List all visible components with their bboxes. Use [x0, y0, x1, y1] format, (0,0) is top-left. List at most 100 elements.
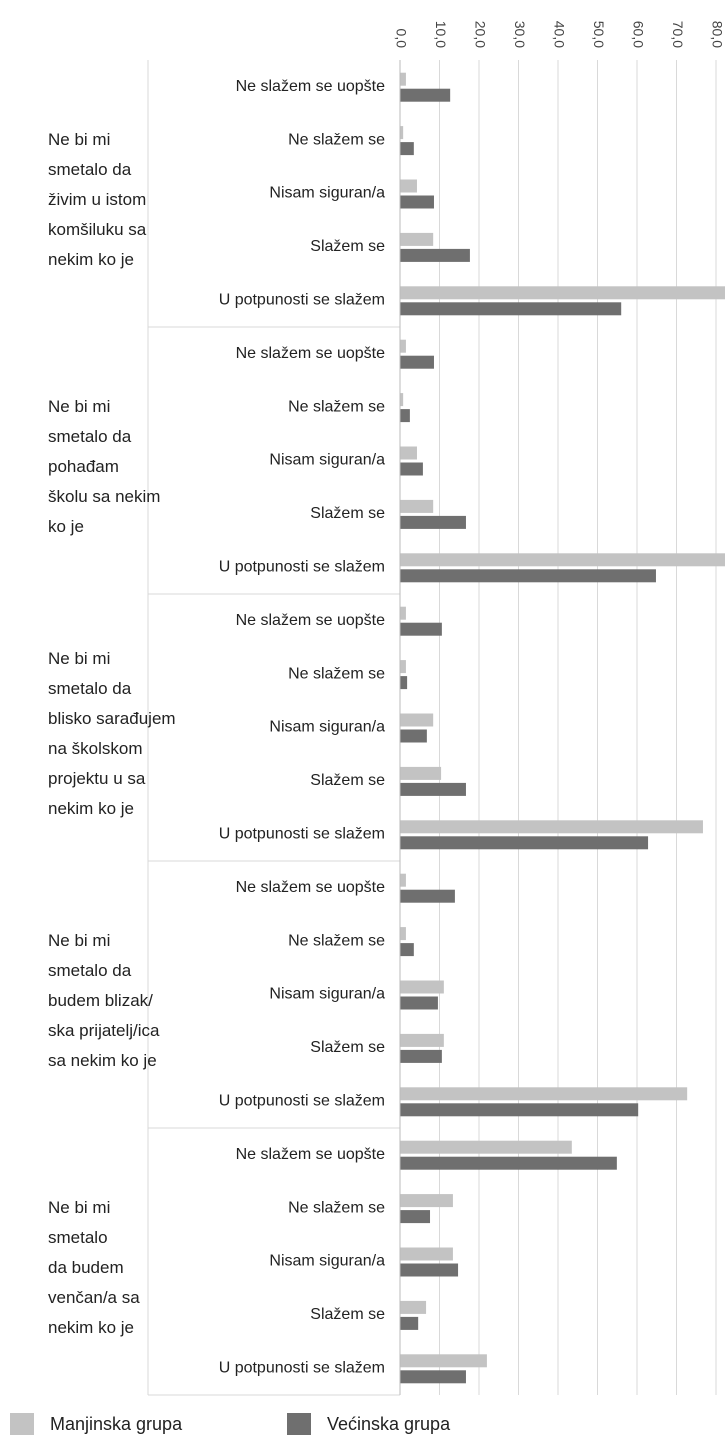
category-label: Slažem se [310, 505, 385, 522]
bar [400, 232, 434, 246]
legend-label: Većinska grupa [327, 1414, 451, 1434]
category-label: Nisam siguran/a [269, 719, 385, 736]
category-label: Nisam siguran/a [269, 185, 385, 202]
bar [400, 980, 444, 994]
x-tick-label: 0,0 [393, 29, 409, 49]
group-label: živim u istom [48, 190, 146, 209]
x-tick-label: 30,0 [512, 21, 528, 48]
category-label: Nisam siguran/a [269, 1253, 385, 1270]
bar [400, 606, 406, 620]
bar [400, 1140, 572, 1154]
group-label: nekim ko je [48, 799, 134, 818]
bar [400, 996, 438, 1010]
group-label: smetalo da [48, 160, 132, 179]
category-label: U potpunosti se slažem [219, 559, 385, 576]
group-label: ska prijatelj/ica [48, 1021, 160, 1040]
group-label: ko je [48, 517, 84, 536]
group-label: komšiluku sa [48, 220, 147, 239]
bar [400, 729, 427, 743]
bar [400, 499, 434, 513]
bar [400, 1263, 459, 1277]
legend-swatch [10, 1413, 34, 1435]
bar [400, 286, 725, 300]
bar [400, 889, 455, 903]
group-label: na školskom [48, 739, 142, 758]
bar [400, 126, 404, 140]
bar [400, 88, 451, 102]
group-label: sa nekim ko je [48, 1051, 157, 1070]
group-label: Ne bi mi [48, 931, 110, 950]
bar [400, 142, 414, 156]
group-label: školu sa nekim [48, 487, 160, 506]
group-label: smetalo da [48, 427, 132, 446]
bar [400, 820, 703, 834]
category-label: Ne slažem se uopšte [236, 879, 386, 896]
bar [400, 446, 417, 460]
category-label: Slažem se [310, 1306, 385, 1323]
bar [400, 836, 649, 850]
bar [400, 927, 406, 941]
bar [400, 409, 410, 423]
group-label: smetalo [48, 1228, 108, 1247]
group-label: da budem [48, 1258, 124, 1277]
bar [400, 72, 406, 86]
bar [400, 1300, 427, 1314]
category-label: Ne slažem se uopšte [236, 1146, 386, 1163]
bar [400, 943, 414, 957]
bar [400, 622, 442, 636]
group-label: nekim ko je [48, 1318, 134, 1337]
bar [400, 1247, 453, 1261]
bar [400, 766, 442, 780]
bar [400, 1033, 444, 1047]
x-tick-label: 70,0 [670, 21, 686, 48]
group-label: Ne bi mi [48, 130, 110, 149]
category-label: Slažem se [310, 1039, 385, 1056]
category-label: Ne slažem se uopšte [236, 612, 386, 629]
group-label: Ne bi mi [48, 397, 110, 416]
bar [400, 782, 466, 796]
category-label: Ne slažem se uopšte [236, 345, 386, 362]
bar [400, 1103, 639, 1117]
bar [400, 339, 406, 353]
group-label: projektu u sa [48, 769, 146, 788]
bar [400, 1370, 466, 1384]
bar [400, 1156, 617, 1170]
category-label: Slažem se [310, 772, 385, 789]
category-label: U potpunosti se slažem [219, 1093, 385, 1110]
x-tick-label: 60,0 [630, 21, 646, 48]
bar [400, 1049, 442, 1063]
group-label: smetalo da [48, 961, 132, 980]
category-label: Nisam siguran/a [269, 452, 385, 469]
legend-label: Manjinska grupa [50, 1414, 183, 1434]
category-label: Slažem se [310, 238, 385, 255]
x-tick-label: 20,0 [472, 21, 488, 48]
category-label: Ne slažem se [288, 932, 385, 949]
category-label: U potpunosti se slažem [219, 826, 385, 843]
x-tick-label: 10,0 [433, 21, 449, 48]
category-label: Ne slažem se [288, 1199, 385, 1216]
bar [400, 355, 434, 369]
category-label: Ne slažem se [288, 665, 385, 682]
category-label: Ne slažem se uopšte [236, 78, 386, 95]
x-tick-label: 80,0 [709, 21, 725, 48]
bar [400, 1354, 487, 1368]
bar [400, 660, 406, 674]
bar [400, 393, 404, 407]
bar [400, 553, 725, 567]
group-label: Ne bi mi [48, 1198, 110, 1217]
bar [400, 676, 408, 690]
bar [400, 462, 423, 476]
bar [400, 195, 434, 209]
x-tick-label: 40,0 [551, 21, 567, 48]
x-tick-label: 50,0 [591, 21, 607, 48]
category-label: U potpunosti se slažem [219, 292, 385, 309]
bar [400, 1194, 453, 1208]
bar [400, 873, 406, 887]
group-label: Ne bi mi [48, 649, 110, 668]
group-label: nekim ko je [48, 250, 134, 269]
category-label: Ne slažem se [288, 131, 385, 148]
bar [400, 302, 622, 316]
category-label: Nisam siguran/a [269, 986, 385, 1003]
bar [400, 515, 466, 529]
